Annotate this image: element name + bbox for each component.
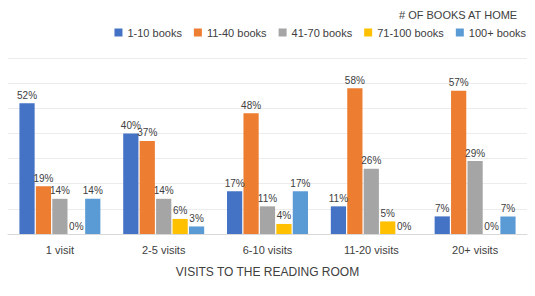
svg-text:5%: 5% — [381, 208, 396, 219]
svg-text:0%: 0% — [484, 221, 499, 232]
svg-text:14%: 14% — [83, 185, 103, 196]
svg-text:6%: 6% — [173, 205, 188, 216]
svg-text:40%: 40% — [120, 119, 141, 131]
svg-text:26%: 26% — [361, 155, 381, 166]
svg-text:7%: 7% — [501, 203, 516, 214]
svg-text:37%: 37% — [137, 127, 157, 138]
svg-text:3%: 3% — [189, 213, 204, 224]
svg-text:4%: 4% — [277, 210, 292, 221]
svg-text:48%: 48% — [241, 100, 261, 111]
svg-text:20+ visits: 20+ visits — [452, 244, 499, 256]
svg-text:41-70 books: 41-70 books — [292, 27, 353, 39]
svg-text:14%: 14% — [50, 185, 70, 196]
svg-text:1-10 books: 1-10 books — [127, 27, 182, 39]
svg-text:17%: 17% — [225, 178, 245, 189]
svg-text:71-100 books: 71-100 books — [377, 27, 444, 39]
svg-text:1 visit: 1 visit — [46, 244, 74, 256]
svg-text:VISITS TO THE READING ROOM: VISITS TO THE READING ROOM — [176, 265, 359, 279]
svg-text:6-10 visits: 6-10 visits — [243, 244, 293, 256]
svg-text:11%: 11% — [258, 193, 277, 204]
svg-text:0%: 0% — [69, 221, 84, 232]
svg-text:19%: 19% — [33, 173, 53, 184]
svg-text:7%: 7% — [435, 203, 450, 214]
svg-text:# OF BOOKS AT HOME: # OF BOOKS AT HOME — [399, 9, 517, 21]
svg-text:2-5 visits: 2-5 visits — [142, 244, 186, 256]
svg-text:100+ books: 100+ books — [469, 27, 527, 39]
svg-text:11%: 11% — [329, 193, 348, 204]
svg-text:57%: 57% — [449, 77, 469, 88]
svg-text:0%: 0% — [397, 221, 412, 232]
svg-text:14%: 14% — [154, 185, 174, 196]
svg-text:58%: 58% — [345, 75, 365, 86]
svg-text:11-40 books: 11-40 books — [207, 27, 267, 39]
svg-text:11-20 visits: 11-20 visits — [344, 244, 399, 256]
svg-text:17%: 17% — [290, 178, 310, 189]
svg-text:29%: 29% — [465, 148, 485, 159]
svg-text:52%: 52% — [17, 90, 37, 101]
